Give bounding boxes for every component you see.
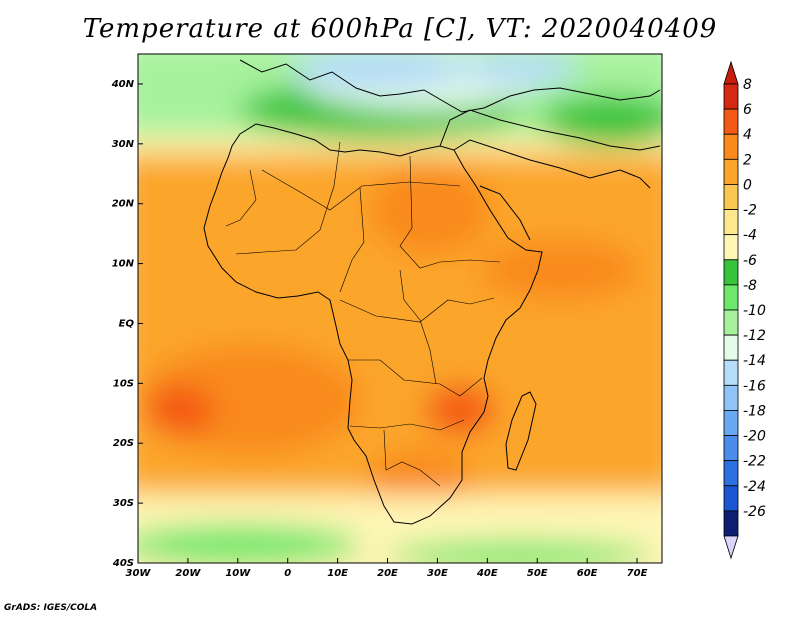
colorbar: 8 6 4 2 0 -2 -4 -6 -8 -10 -12 -14 -16 -18 -20 -22 -24 -26 [723, 60, 766, 560]
lat-tick-label: 20N [112, 199, 135, 210]
lat-tick-label: 20S [113, 438, 134, 449]
colorbar-label: -16 [743, 378, 766, 394]
colorbar-swatch [723, 158, 739, 185]
colorbar-bottom-arrow [723, 535, 739, 560]
grads-credit: GrADS: IGES/COLA [4, 603, 98, 613]
colorbar-label: 4 [743, 127, 752, 143]
colorbar-swatch [723, 309, 739, 336]
colorbar-swatch [723, 108, 739, 135]
colorbar-swatch [723, 284, 739, 311]
colorbar-label: 6 [743, 102, 752, 118]
lon-tick-label: 20E [377, 568, 398, 579]
country-borders [225, 141, 501, 487]
lat-tick-label: EQ [119, 318, 135, 329]
colorbar-label: -4 [743, 228, 757, 244]
colorbar-swatch [723, 384, 739, 411]
lon-tick-label: 40E [476, 568, 498, 579]
colorbar-label: -18 [743, 403, 766, 419]
lon-tick-label: 70E [627, 568, 648, 579]
longitude-axis: 30W 20W 10W 0 10E 20E 30E 40E 50E 60E 70E [126, 558, 648, 579]
colorbar-swatch [723, 485, 739, 512]
colorbar-swatch [723, 435, 739, 462]
lat-tick-label: 30S [113, 498, 134, 509]
colorbar-label: -24 [743, 479, 766, 495]
colorbar-label: -10 [743, 303, 766, 319]
colorbar-top-arrow [723, 60, 739, 85]
colorbar-swatch [723, 184, 739, 210]
lon-tick-label: 20W [175, 568, 201, 579]
lon-tick-label: 50E [527, 568, 548, 579]
lon-tick-label: 60E [577, 568, 598, 579]
lat-tick-label: 10S [113, 378, 134, 389]
lon-tick-label: 30W [126, 568, 152, 579]
lon-tick-label: 10W [225, 568, 251, 579]
lat-tick-label: 30N [112, 139, 135, 150]
colorbar-swatch [723, 234, 739, 261]
lon-tick-label: 0 [284, 568, 291, 579]
colorbar-swatch [723, 133, 739, 160]
colorbar-label: -2 [743, 203, 757, 219]
colorbar-label: -14 [743, 353, 766, 369]
colorbar-swatch [723, 359, 739, 386]
coastlines [203, 59, 661, 525]
colorbar-swatch [723, 410, 739, 436]
colorbar-label: -12 [743, 328, 766, 344]
colorbar-label: -22 [743, 454, 766, 470]
map-title: Temperature at 600hPa [C], VT: 202004040… [82, 14, 718, 44]
colorbar-label: 0 [743, 177, 752, 193]
colorbar-swatch [723, 209, 739, 236]
lat-tick-label: 40S [112, 558, 134, 569]
temperature-field [138, 54, 662, 563]
colorbar-label: 8 [743, 77, 752, 93]
lon-tick-label: 30E [427, 568, 448, 579]
colorbar-swatch [723, 334, 739, 361]
colorbar-label: -20 [743, 429, 766, 445]
lon-tick-label: 10E [327, 568, 348, 579]
map-frame [137, 53, 663, 564]
colorbar-label: -6 [743, 253, 757, 269]
colorbar-swatch [723, 510, 739, 537]
colorbar-swatch [723, 460, 739, 487]
colorbar-swatch [723, 83, 739, 110]
colorbar-label: 2 [743, 152, 752, 168]
lat-tick-label: 40N [111, 79, 135, 90]
colorbar-label: -8 [743, 278, 757, 294]
colorbar-label: -26 [743, 504, 766, 520]
lat-tick-label: 10N [112, 259, 135, 270]
colorbar-swatch [723, 259, 739, 286]
latitude-axis: 40N 30N 20N 10N EQ 10S 20S 30S 40S [111, 79, 143, 569]
